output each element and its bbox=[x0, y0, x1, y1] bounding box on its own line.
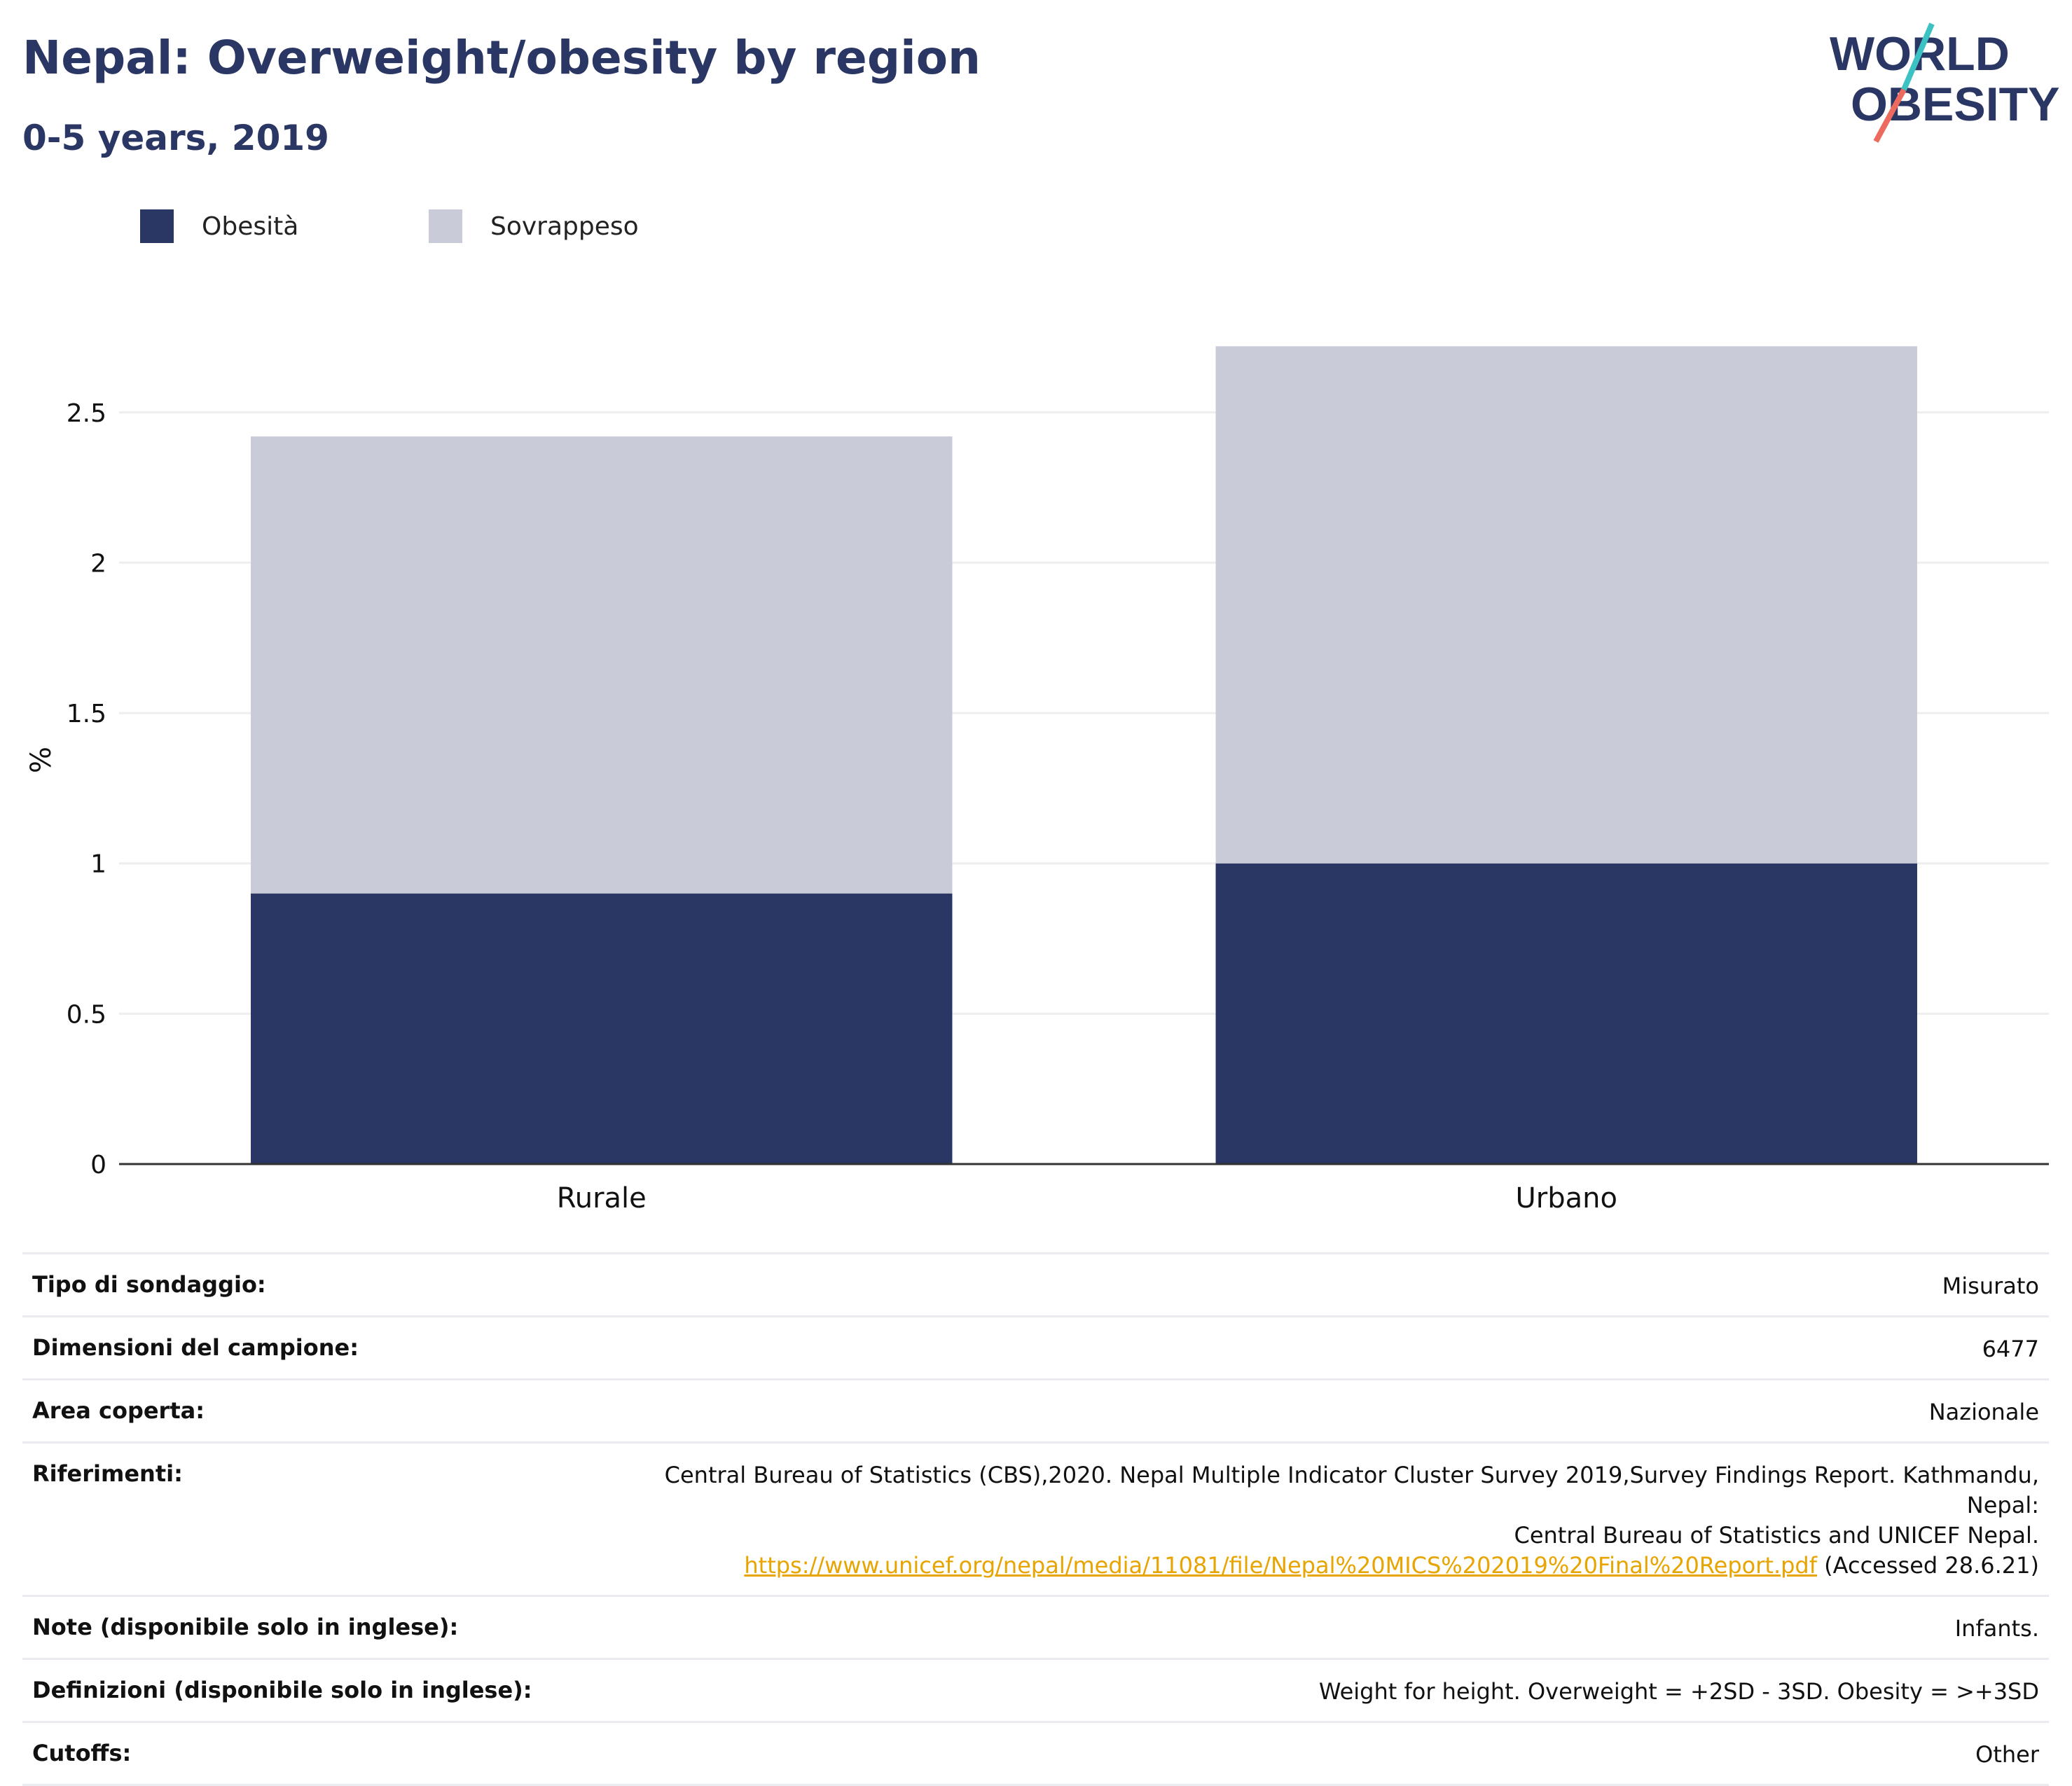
meta-row-area: Area coperta: Nazionale bbox=[22, 1380, 2049, 1444]
world-obesity-logo: WORLD OBESITY bbox=[1830, 22, 2059, 143]
reference-link[interactable]: https://www.unicef.org/nepal/media/11081… bbox=[744, 1552, 1817, 1579]
meta-row-definitions: Definizioni (disponibile solo in inglese… bbox=[22, 1660, 2049, 1723]
meta-value: Misurato bbox=[1942, 1273, 2039, 1299]
y-axis-label: % bbox=[25, 747, 57, 773]
bar-overweight-rurale[interactable] bbox=[251, 436, 953, 894]
stacked-bar-chart: 0 0.5 1 1.5 2 2.5 Rurale Urbano % bbox=[25, 346, 2049, 1214]
meta-row-references: Riferimenti: Central Bureau of Statistic… bbox=[22, 1444, 2049, 1597]
legend-label-obesity: Obesità bbox=[202, 212, 299, 241]
bar-obesity-urbano[interactable] bbox=[1215, 863, 1917, 1164]
meta-label: Tipo di sondaggio: bbox=[32, 1271, 266, 1298]
meta-value: Other bbox=[1975, 1741, 2039, 1768]
reference-line-2: Central Bureau of Statistics and UNICEF … bbox=[1514, 1522, 2039, 1549]
y-tick-label: 2.5 bbox=[67, 399, 106, 428]
bars bbox=[251, 346, 1917, 1164]
legend-item-overweight[interactable]: Sovrappeso bbox=[429, 209, 639, 244]
metadata-table: Tipo di sondaggio: Misurato Dimensioni d… bbox=[22, 1252, 2049, 1786]
bar-overweight-urbano[interactable] bbox=[1215, 346, 1917, 864]
y-tick-label: 0 bbox=[90, 1151, 106, 1179]
legend-swatch-overweight bbox=[429, 209, 462, 243]
meta-label: Definizioni (disponibile solo in inglese… bbox=[32, 1677, 532, 1703]
meta-label: Note (disponibile solo in inglese): bbox=[32, 1614, 459, 1640]
logo-slash-teal bbox=[1901, 22, 1935, 91]
meta-row-sample-size: Dimensioni del campione: 6477 bbox=[22, 1317, 2049, 1380]
legend-swatch-obesity bbox=[140, 209, 174, 243]
y-tick-label: 2 bbox=[90, 549, 106, 578]
meta-label: Riferimenti: bbox=[32, 1460, 183, 1487]
reference-line-1: Central Bureau of Statistics (CBS),2020.… bbox=[664, 1462, 2039, 1518]
meta-value: Weight for height. Overweight = +2SD - 3… bbox=[1318, 1678, 2039, 1705]
reference-accessed: (Accessed 28.6.21) bbox=[1824, 1552, 2039, 1579]
logo-slash-coral bbox=[1873, 88, 1907, 143]
meta-row-notes: Note (disponibile solo in inglese): Infa… bbox=[22, 1597, 2049, 1660]
x-tick-label: Rurale bbox=[557, 1182, 647, 1214]
chart-subtitle: 0-5 years, 2019 bbox=[22, 118, 329, 158]
meta-value: Infants. bbox=[1954, 1615, 2039, 1642]
legend-item-obesity[interactable]: Obesità bbox=[140, 209, 298, 244]
meta-label: Area coperta: bbox=[32, 1397, 205, 1424]
x-tick-label: Urbano bbox=[1516, 1182, 1617, 1214]
chart-title: Nepal: Overweight/obesity by region bbox=[22, 31, 981, 85]
y-tick-label: 1 bbox=[90, 850, 106, 879]
meta-row-survey-type: Tipo di sondaggio: Misurato bbox=[22, 1252, 2049, 1317]
legend-label-overweight: Sovrappeso bbox=[490, 212, 639, 241]
y-tick-label: 0.5 bbox=[67, 1000, 106, 1029]
meta-value-references: Central Bureau of Statistics (CBS),2020.… bbox=[638, 1460, 2039, 1581]
bar-obesity-rurale[interactable] bbox=[251, 893, 953, 1164]
meta-row-cutoffs: Cutoffs: Other bbox=[22, 1723, 2049, 1786]
meta-label: Dimensioni del campione: bbox=[32, 1334, 359, 1361]
meta-value: Nazionale bbox=[1928, 1399, 2039, 1425]
meta-value: 6477 bbox=[1982, 1336, 2039, 1362]
axes: 0 0.5 1 1.5 2 2.5 Rurale Urbano bbox=[67, 399, 2049, 1214]
meta-label: Cutoffs: bbox=[32, 1740, 132, 1766]
y-tick-label: 1.5 bbox=[67, 700, 106, 728]
